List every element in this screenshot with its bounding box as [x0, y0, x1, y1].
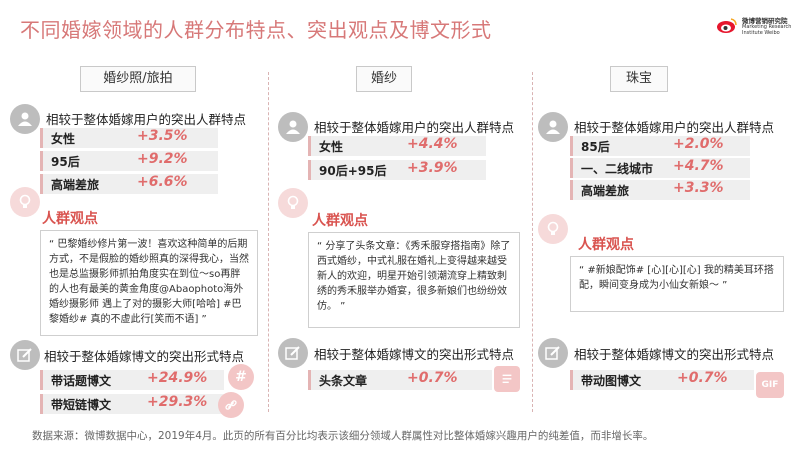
crowd-label: 85后 [581, 140, 610, 154]
crowd-label: 高端差旅 [581, 184, 630, 198]
form-label: 带短链博文 [51, 398, 112, 412]
crowd-label: 95后 [51, 155, 80, 169]
column-wedding-photo: 婚纱照/旅拍 相较于整体婚嫁用户的突出人群特点 女性 +3.5% 95后 +9.… [6, 62, 268, 424]
column-wedding-dress: 婚纱 相较于整体婚嫁用户的突出人群特点 女性 +4.4% 90后+95后 +3.… [270, 62, 532, 424]
form-bar: 带动图博文 +0.7% [570, 370, 754, 390]
crowd-bar: 女性 +4.4% [308, 136, 486, 156]
person-icon [538, 112, 568, 142]
column-title: 婚纱照/旅拍 [80, 66, 196, 92]
view-label: 人群观点 [578, 237, 634, 253]
crowd-value: +2.0% [673, 136, 724, 152]
form-section-heading: 相较于整体婚嫁博文的突出形式特点 [314, 347, 515, 362]
form-label: 头条文章 [319, 374, 368, 388]
form-bar: 头条文章 +0.7% [308, 370, 492, 390]
quote-box: “ 分享了头条文章：《秀禾服穿搭指南》除了西式婚纱，中式礼服在婚礼上变得越来越受… [308, 232, 520, 328]
crowd-bar: 95后 +9.2% [40, 151, 218, 171]
link-icon [218, 392, 244, 418]
person-icon [278, 112, 308, 142]
crowd-bar: 一、二线城市 +4.7% [570, 158, 750, 178]
edit-icon [10, 340, 40, 370]
crowd-bar: 高端差旅 +6.6% [40, 174, 218, 194]
form-section-heading: 相较于整体婚嫁博文的突出形式特点 [44, 349, 245, 364]
crowd-section-heading: 相较于整体婚嫁用户的突出人群特点 [314, 120, 515, 135]
page-title: 不同婚嫁领域的人群分布特点、突出观点及博文形式 [20, 18, 492, 42]
person-icon [10, 104, 40, 134]
lightbulb-icon [10, 187, 40, 217]
crowd-section-heading: 相较于整体婚嫁用户的突出人群特点 [574, 120, 775, 135]
form-bar: 带话题博文 +24.9% [40, 370, 224, 390]
crowd-bar: 85后 +2.0% [570, 136, 750, 156]
crowd-value: +4.4% [407, 136, 458, 152]
form-bar: 带短链博文 +29.3% [40, 394, 224, 414]
column-jewelry: 珠宝 相较于整体婚嫁用户的突出人群特点 85后 +2.0% 一、二线城市 +4.… [534, 62, 796, 424]
crowd-value: +4.7% [673, 158, 724, 174]
view-label: 人群观点 [42, 211, 98, 227]
crowd-bar: 高端差旅 +3.3% [570, 180, 750, 200]
crowd-value: +3.9% [407, 160, 458, 176]
logo-cn: 微博营销研究院 [742, 17, 788, 25]
article-icon [494, 366, 520, 392]
form-label: 带话题博文 [51, 374, 112, 388]
column-divider [268, 72, 269, 412]
lightbulb-icon [278, 188, 308, 218]
crowd-label: 一、二线城市 [581, 162, 654, 176]
hashtag-icon: # [228, 364, 254, 390]
crowd-bar: 90后+95后 +3.9% [308, 160, 486, 180]
crowd-value: +3.3% [673, 180, 724, 196]
footer-note: 数据来源：微博数据中心，2019年4月。此页的所有百分比均表示该细分领域人群属性… [32, 430, 654, 442]
form-value: +0.7% [407, 370, 458, 386]
form-value: +0.7% [677, 370, 728, 386]
crowd-bar: 女性 +3.5% [40, 128, 218, 148]
crowd-value: +9.2% [137, 151, 188, 167]
crowd-label: 高端差旅 [51, 178, 100, 192]
lightbulb-icon [538, 214, 568, 244]
column-divider [532, 72, 533, 412]
quote-box: “ #新娘配饰# [心][心][心] 我的精美耳环搭配，瞬间变身成为小仙女新娘～… [570, 256, 784, 312]
form-section-heading: 相较于整体婚嫁博文的突出形式特点 [574, 347, 775, 362]
crowd-label: 90后+95后 [319, 164, 387, 178]
edit-icon [278, 338, 308, 368]
column-title: 珠宝 [610, 66, 668, 92]
weibo-logo: 微博营销研究院 Marketing Research Institute Wei… [716, 14, 794, 50]
crowd-value: +6.6% [137, 174, 188, 190]
logo-en1: Marketing Research [742, 24, 792, 30]
form-value: +24.9% [147, 370, 208, 386]
edit-icon [538, 338, 568, 368]
crowd-section-heading: 相较于整体婚嫁用户的突出人群特点 [46, 112, 247, 127]
view-label: 人群观点 [312, 213, 368, 229]
crowd-label: 女性 [51, 132, 76, 146]
form-value: +29.3% [147, 394, 208, 410]
logo-en2: Institute Weibo [742, 30, 780, 36]
crowd-value: +3.5% [137, 128, 188, 144]
crowd-label: 女性 [319, 140, 344, 154]
form-label: 带动图博文 [581, 374, 642, 388]
quote-box: “ 巴黎婚纱修片第一波！喜欢这种简单的后期方式，不是假脸的婚纱照真的深得我心，当… [40, 230, 258, 336]
column-title: 婚纱 [356, 66, 412, 92]
gif-icon: GIF [756, 372, 784, 398]
weibo-eye-icon [717, 18, 737, 33]
